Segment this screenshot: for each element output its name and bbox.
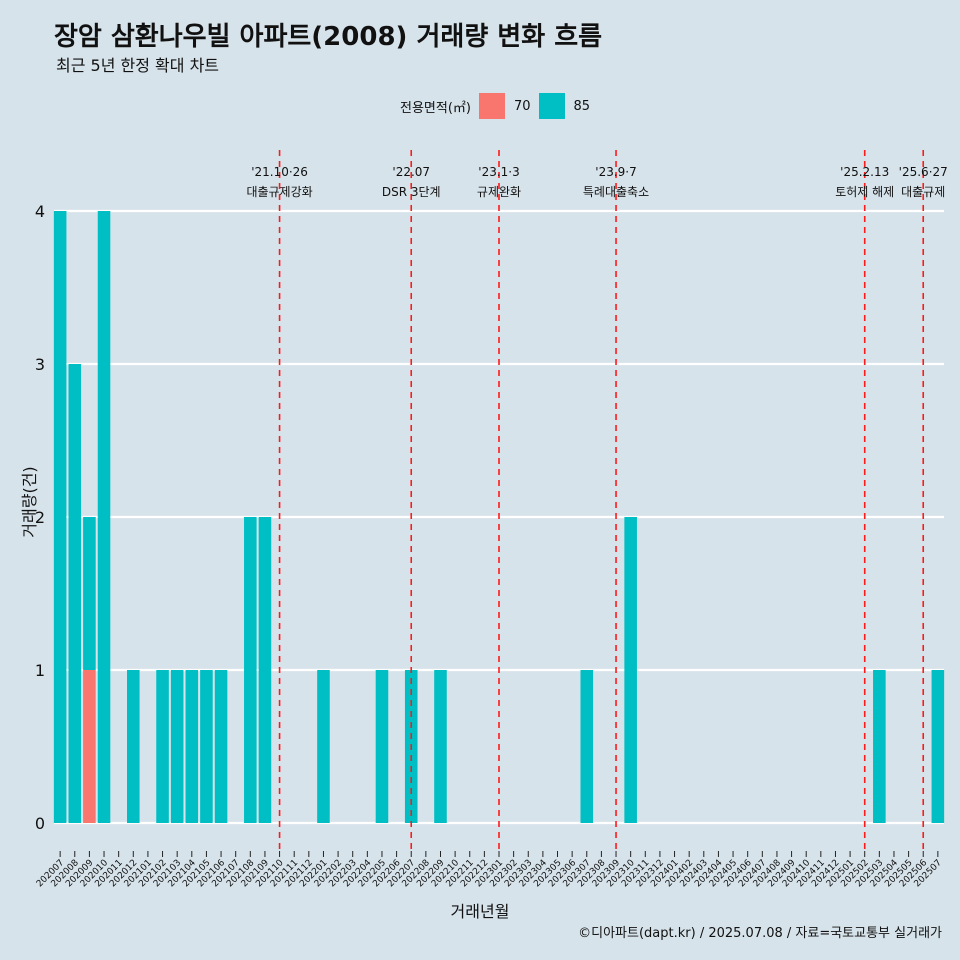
event-date-label-202506: '25.6·27 [899, 165, 948, 179]
y-tick-label-0: 0 [35, 814, 45, 833]
bar-85-202205 [375, 670, 389, 823]
bar-85-202012 [126, 670, 140, 823]
bar-85-202007 [53, 211, 67, 823]
bar-85-202109 [258, 517, 272, 823]
bar-85-202008 [68, 364, 82, 823]
event-desc-label-202309: 특례대출축소 [583, 185, 649, 199]
x-axis-label: 거래년월 [450, 902, 510, 921]
chart-subtitle: 최근 5년 한정 확대 차트 [56, 56, 220, 75]
bar-85-202009 [83, 517, 96, 670]
legend-label-85: 85 [573, 98, 591, 114]
event-desc-label-202207: DSR 3단계 [382, 185, 441, 199]
event-date-label-202207: '22.07 [392, 165, 430, 179]
legend: 전용면적(㎡) 70 85 [400, 93, 598, 119]
bar-85-202010 [97, 211, 111, 823]
y-tick-label-3: 3 [35, 355, 45, 374]
y-tick-label-2: 2 [35, 508, 45, 527]
event-date-label-202309: '23.9·7 [595, 165, 636, 179]
bar-85-202106 [214, 670, 228, 823]
event-date-label-202502: '25.2.13 [840, 165, 889, 179]
bar-85-202104 [185, 670, 199, 823]
legend-item-85: 85 [538, 93, 591, 119]
y-tick-label-1: 1 [35, 661, 45, 680]
event-date-label-202301: '23.1·3 [478, 165, 519, 179]
legend-swatch-85 [538, 93, 565, 119]
bar-85-202503 [873, 670, 886, 823]
event-desc-label-202502: 토허제 해제 [835, 185, 894, 199]
bar-85-202102 [156, 670, 169, 823]
chart-title: 장암 삼환나우빌 아파트(2008) 거래량 변화 흐름 [54, 22, 603, 52]
y-axis-label: 거래량(건) [20, 466, 39, 538]
bar-85-202108 [244, 517, 257, 823]
event-date-label-202110: '21.10·26 [251, 165, 308, 179]
source-caption: ©디아파트(dapt.kr) / 2025.07.08 / 자료=국토교통부 실… [578, 926, 942, 941]
legend-title: 전용면적(㎡) [400, 100, 471, 116]
event-desc-label-202301: 규제완화 [477, 185, 521, 199]
bar-85-202105 [200, 670, 213, 823]
bar-85-202103 [170, 670, 184, 823]
legend-label-70: 70 [513, 98, 531, 114]
legend-swatch-70 [478, 93, 505, 119]
bar-85-202201 [317, 670, 330, 823]
bar-85-202310 [624, 517, 637, 823]
bar-85-202507 [931, 670, 945, 823]
event-desc-label-202110: 대출규제강화 [246, 185, 312, 199]
bar-85-202209 [434, 670, 447, 823]
event-desc-label-202506: 대출규제 [901, 185, 945, 199]
y-tick-label-4: 4 [35, 202, 45, 221]
legend-item-70: 70 [478, 93, 531, 119]
bar-70-202009 [83, 670, 96, 823]
bar-85-202307 [580, 670, 594, 823]
